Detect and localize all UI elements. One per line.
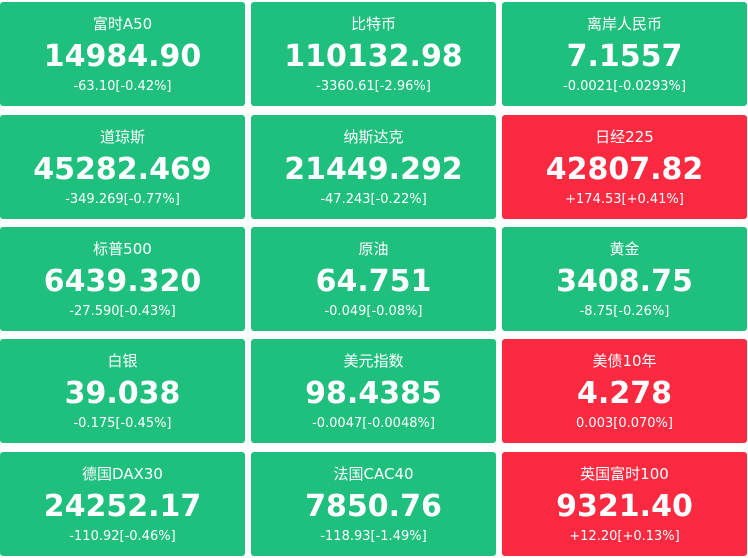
quote-change: -349.269[-0.77%]	[65, 192, 180, 207]
quote-tile[interactable]: 标普500 6439.320 -27.590[-0.43%]	[0, 227, 245, 331]
quote-name: 英国富时100	[580, 465, 669, 483]
quote-tile[interactable]: 原油 64.751 -0.049[-0.08%]	[251, 227, 496, 331]
quote-price: 98.4385	[305, 376, 442, 411]
quote-price: 7.1557	[566, 39, 683, 74]
quote-price: 9321.40	[556, 489, 693, 524]
quote-name: 纳斯达克	[343, 128, 404, 146]
quote-tile[interactable]: 纳斯达克 21449.292 -47.243[-0.22%]	[251, 115, 496, 219]
quote-name: 美元指数	[343, 352, 404, 370]
quote-tile[interactable]: 离岸人民币 7.1557 -0.0021[-0.0293%]	[502, 2, 747, 106]
quote-change: +174.53[+0.41%]	[565, 192, 684, 207]
quote-tile[interactable]: 英国富时100 9321.40 +12.20[+0.13%]	[502, 452, 747, 556]
quote-change: +12.20[+0.13%]	[569, 529, 680, 544]
quote-change: -0.0021[-0.0293%]	[563, 79, 686, 94]
quote-tile[interactable]: 比特币 110132.98 -3360.61[-2.96%]	[251, 2, 496, 106]
quote-name: 法国CAC40	[333, 465, 414, 483]
quote-name: 富时A50	[92, 15, 153, 33]
quote-tile[interactable]: 法国CAC40 7850.76 -118.93[-1.49%]	[251, 452, 496, 556]
quote-price: 110132.98	[284, 39, 463, 74]
quote-price: 45282.469	[33, 152, 212, 187]
quote-change: -0.175[-0.45%]	[73, 416, 172, 431]
quote-price: 24252.17	[43, 489, 202, 524]
quote-name: 德国DAX30	[82, 465, 163, 483]
quote-tile[interactable]: 德国DAX30 24252.17 -110.92[-0.46%]	[0, 452, 245, 556]
quote-name: 日经225	[595, 128, 654, 146]
quote-name: 标普500	[93, 240, 152, 258]
quote-price: 7850.76	[305, 489, 442, 524]
quote-name: 美债10年	[592, 352, 657, 370]
quote-price: 14984.90	[43, 39, 202, 74]
quote-price: 4.278	[577, 376, 672, 411]
quote-name: 比特币	[350, 15, 396, 33]
quote-change: -0.049[-0.08%]	[324, 304, 423, 319]
quote-price: 64.751	[315, 264, 432, 299]
quote-name: 道琼斯	[99, 128, 145, 146]
quote-change: 0.003[0.070%]	[576, 416, 673, 431]
quote-change: -110.92[-0.46%]	[69, 529, 176, 544]
quote-change: -63.10[-0.42%]	[73, 79, 172, 94]
quote-change: -27.590[-0.43%]	[69, 304, 176, 319]
quote-change: -0.0047[-0.0048%]	[312, 416, 435, 431]
quote-tile[interactable]: 富时A50 14984.90 -63.10[-0.42%]	[0, 2, 245, 106]
quote-name: 黄金	[609, 240, 640, 258]
quote-name: 离岸人民币	[586, 15, 662, 33]
quote-change: -118.93[-1.49%]	[320, 529, 427, 544]
quote-tile[interactable]: 日经225 42807.82 +174.53[+0.41%]	[502, 115, 747, 219]
quote-name: 原油	[358, 240, 389, 258]
quote-price: 39.038	[64, 376, 181, 411]
quote-price: 21449.292	[284, 152, 463, 187]
quote-tile[interactable]: 美元指数 98.4385 -0.0047[-0.0048%]	[251, 339, 496, 443]
quote-change: -47.243[-0.22%]	[320, 192, 427, 207]
quote-change: -3360.61[-2.96%]	[316, 79, 431, 94]
quote-change: -8.75[-0.26%]	[579, 304, 670, 319]
quote-name: 白银	[107, 352, 138, 370]
quote-price: 42807.82	[545, 152, 704, 187]
quote-tile[interactable]: 白银 39.038 -0.175[-0.45%]	[0, 339, 245, 443]
quote-price: 3408.75	[556, 264, 693, 299]
quote-tile[interactable]: 黄金 3408.75 -8.75[-0.26%]	[502, 227, 747, 331]
quote-tile[interactable]: 道琼斯 45282.469 -349.269[-0.77%]	[0, 115, 245, 219]
quote-price: 6439.320	[43, 264, 202, 299]
quote-tile[interactable]: 美债10年 4.278 0.003[0.070%]	[502, 339, 747, 443]
